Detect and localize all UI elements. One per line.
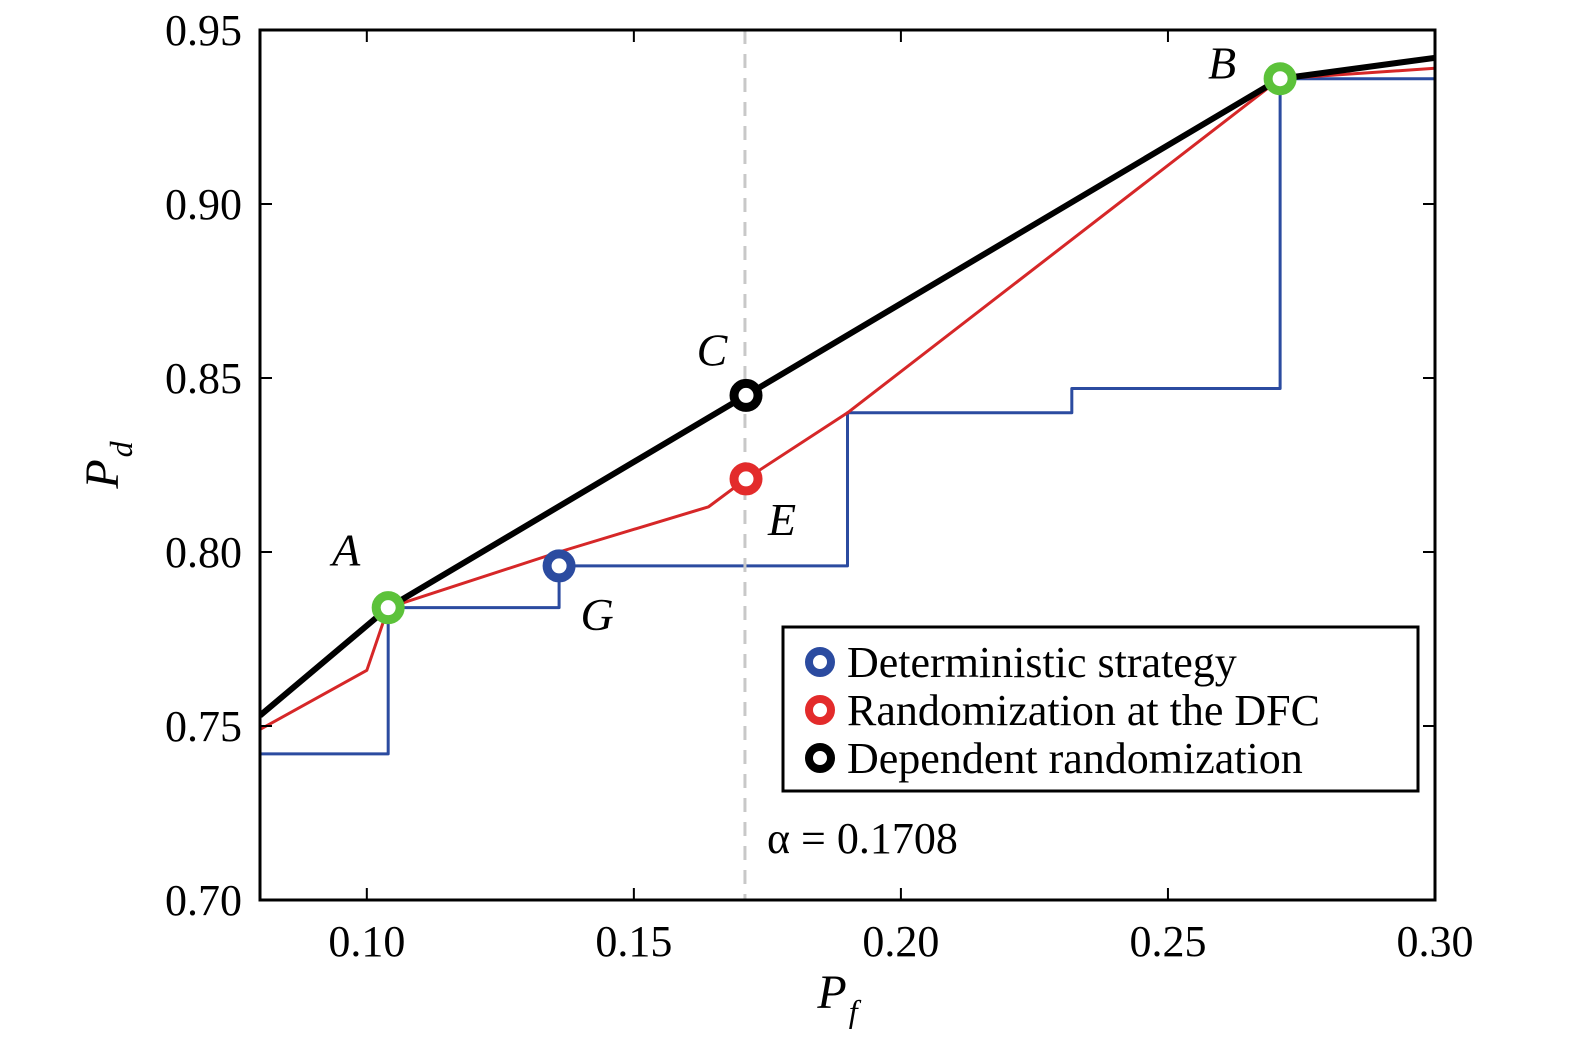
reference-line-label: α = 0.1708 [767,814,958,863]
y-tick-label: 0.70 [165,876,242,925]
x-tick-label: 0.20 [862,917,939,966]
x-tick-label: 0.15 [595,917,672,966]
point-marker-e [729,462,763,496]
point-label-e: E [767,494,796,545]
point-marker-a [371,591,405,625]
reference-line-layer: α = 0.1708 [743,30,958,900]
y-tick-label: 0.90 [165,180,242,229]
point-label-c: C [697,324,729,375]
legend-box [781,625,1420,793]
point-label-g: G [580,589,613,640]
x-axis-title: Pf [816,966,861,1029]
plot-frame [258,28,1437,902]
point-marker-g [542,549,576,583]
legend-marker [805,695,835,725]
legend-marker [805,647,835,677]
point-marker-c [729,378,763,412]
point-a: A [329,525,405,625]
y-axis-title: Pd [76,440,139,489]
point-label-b: B [1208,38,1236,89]
legend-item-2: Randomization at the DFC [805,686,1320,735]
y-tick-label: 0.75 [165,702,242,751]
legend-label: Randomization at the DFC [847,686,1320,735]
y-tick-label: 0.85 [165,354,242,403]
point-b: B [1208,38,1297,96]
point-marker-b [1263,62,1297,96]
y-tick-label: 0.80 [165,528,242,577]
legend-item-1: Deterministic strategy [805,638,1237,687]
axis-titles: Pf Pd [76,440,862,1029]
legend-item-3: Dependent randomization [805,734,1303,783]
legend-marker [805,743,835,773]
series-line-3 [260,54,1435,718]
x-tick-label: 0.30 [1397,917,1474,966]
x-tick-label: 0.10 [328,917,405,966]
x-tick-label: 0.25 [1129,917,1206,966]
axis-ticks: 0.10 0.15 0.20 0.25 0.30 0.70 0.75 0.80 0.85 0.90… [165,6,1474,966]
point-label-a: A [329,525,361,576]
point-e: E [729,462,796,545]
point-g: G [542,549,614,640]
series-line-2 [260,66,1435,731]
legend-label: Dependent randomization [847,734,1303,783]
labeled-points: A B C E G [329,38,1297,640]
point-c: C [697,324,763,412]
series-line-1 [260,77,1435,756]
legend-label: Deterministic strategy [847,638,1237,687]
y-tick-label: 0.95 [165,6,242,55]
